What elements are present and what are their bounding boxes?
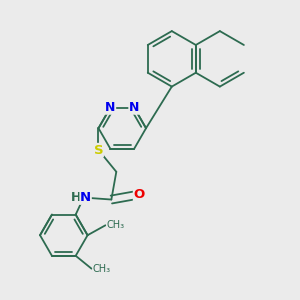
Text: O: O — [134, 188, 145, 201]
Text: CH₃: CH₃ — [92, 264, 111, 274]
Text: CH₃: CH₃ — [106, 220, 124, 230]
Text: N: N — [105, 101, 116, 114]
Text: N: N — [80, 191, 91, 204]
Text: S: S — [94, 143, 103, 157]
Text: H: H — [70, 191, 81, 204]
Text: N: N — [129, 101, 139, 114]
